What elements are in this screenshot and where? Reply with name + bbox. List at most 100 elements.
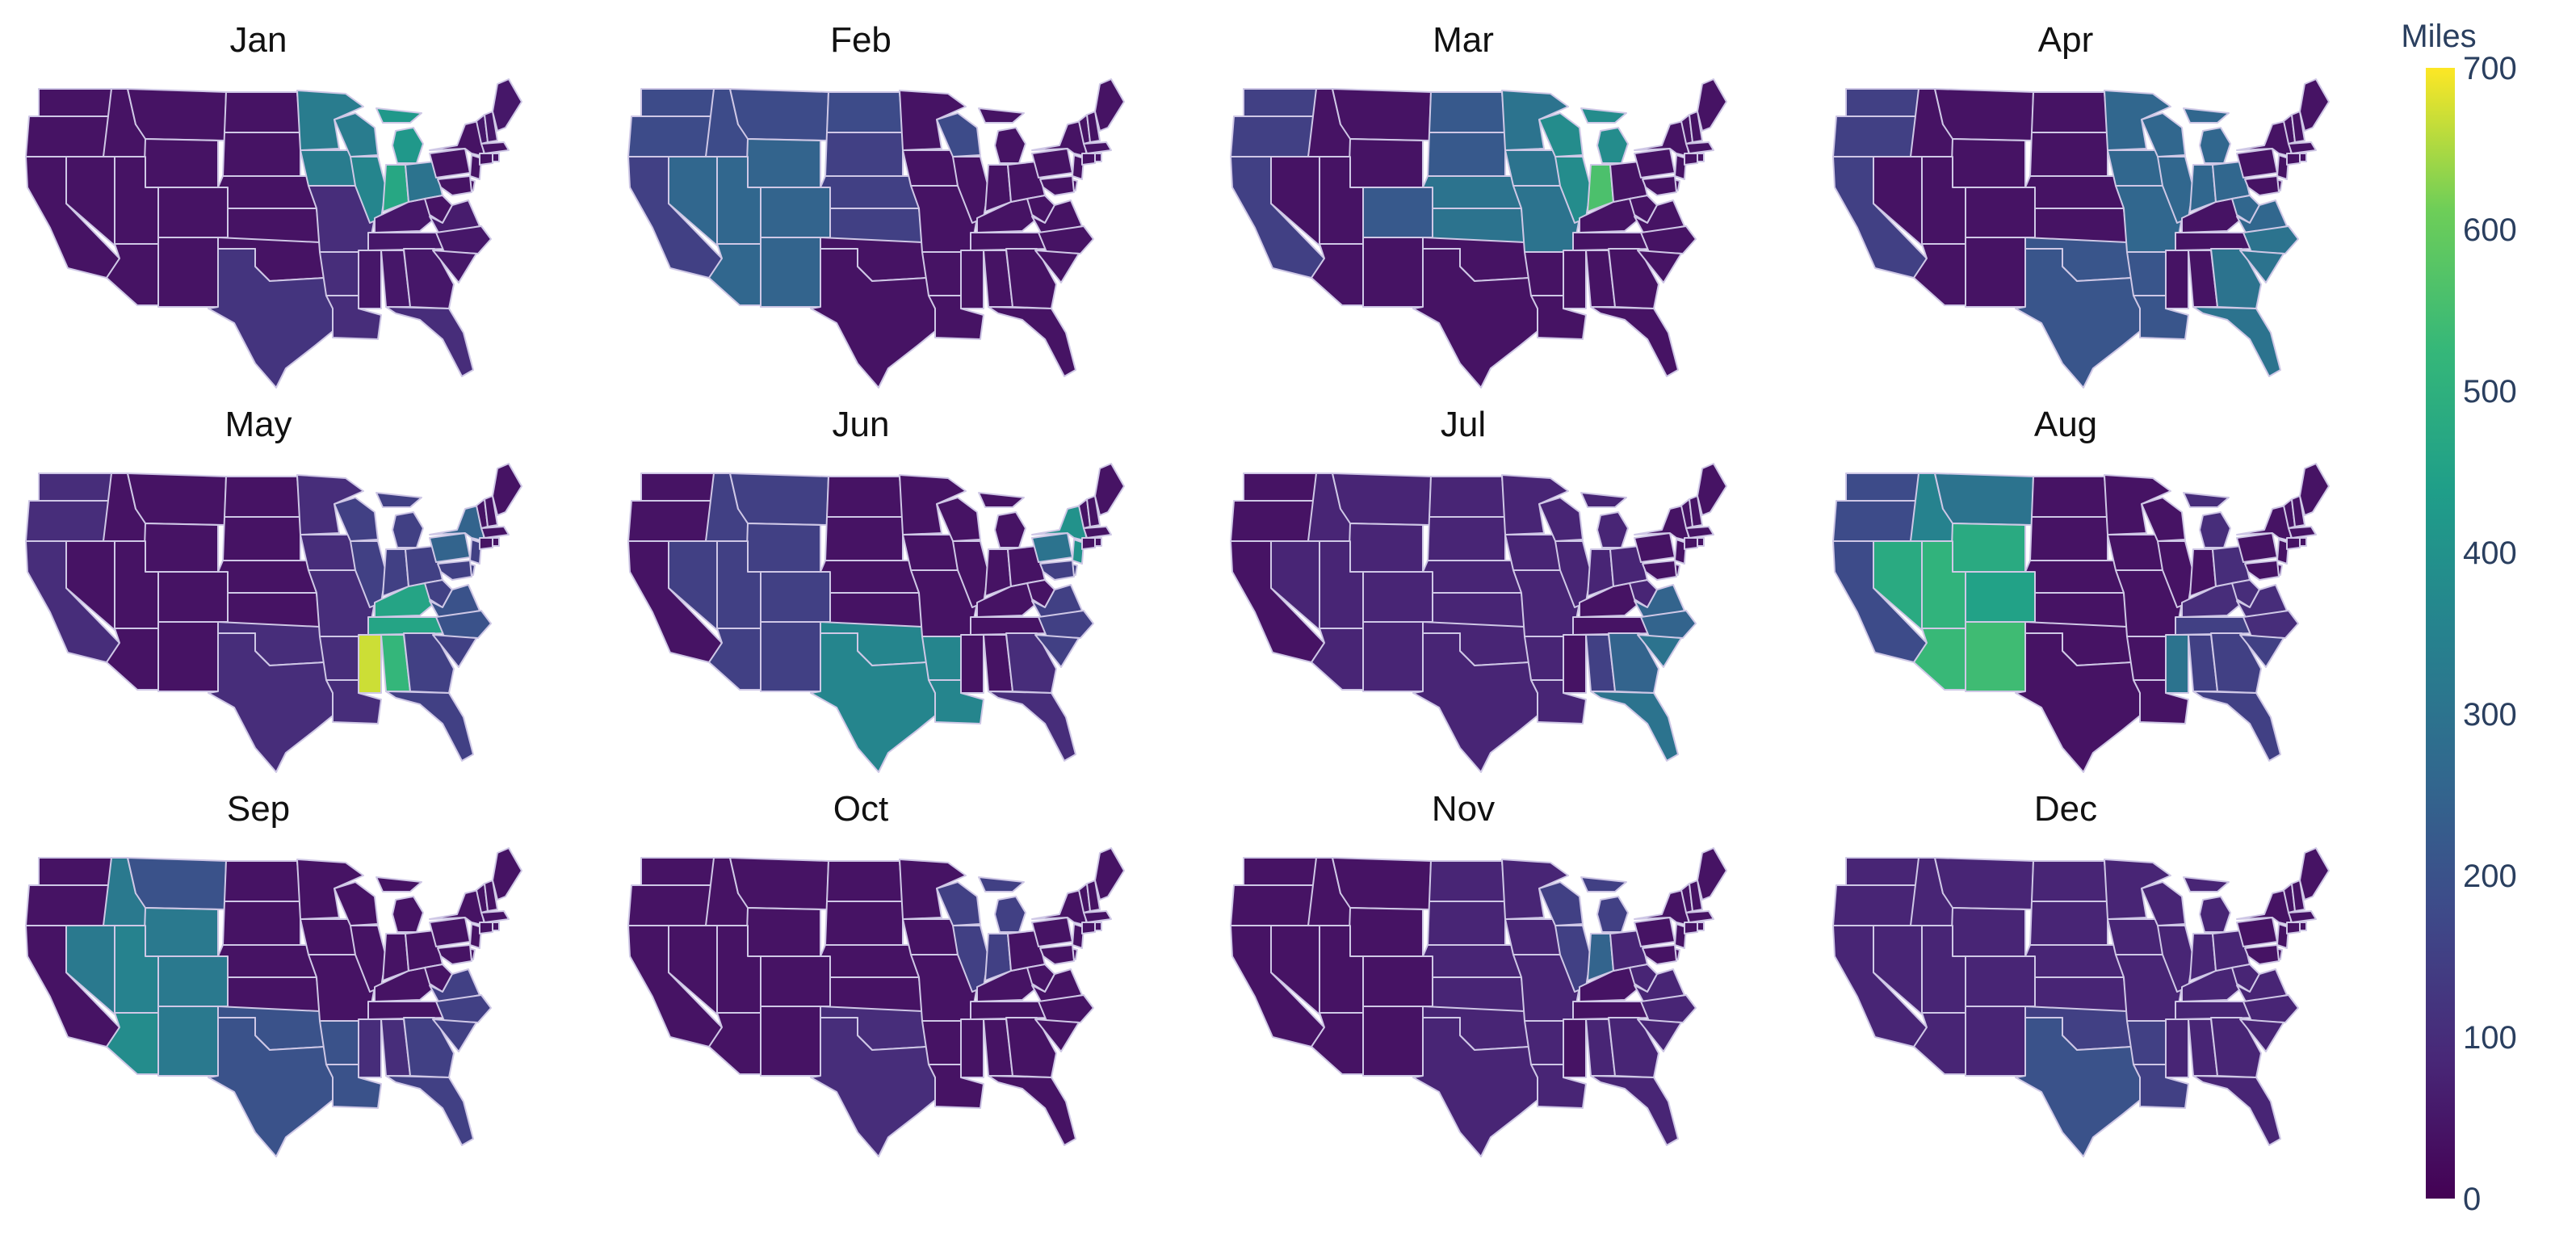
state-nj <box>2276 539 2289 565</box>
state-or <box>1230 500 1317 542</box>
map-panel-dec <box>1832 847 2330 1157</box>
state-ne <box>820 560 920 594</box>
state-nd <box>224 91 301 133</box>
state-wa <box>38 88 112 117</box>
state-sc <box>2239 1018 2284 1052</box>
state-tx <box>2015 248 2149 388</box>
state-ri <box>492 537 500 547</box>
state-ks <box>829 976 923 1012</box>
state-co <box>1362 955 1433 1007</box>
state-sd <box>2029 132 2108 177</box>
state-me <box>1697 78 1727 132</box>
state-co <box>760 955 831 1007</box>
state-nh <box>1689 880 1703 912</box>
state-tx <box>1412 248 1546 388</box>
state-or <box>1230 884 1317 926</box>
state-or <box>627 884 715 926</box>
state-ne <box>217 560 317 594</box>
state-mi-lower <box>2199 511 2231 548</box>
state-nm <box>157 621 219 692</box>
map-panel-mar <box>1230 78 1727 388</box>
state-ia <box>902 534 959 571</box>
state-nd <box>2031 91 2108 133</box>
state-nd <box>224 860 301 902</box>
state-wi <box>936 497 981 542</box>
state-mi <box>978 107 1025 124</box>
state-ne <box>1422 175 1522 209</box>
state-ma <box>1685 910 1714 923</box>
map-panels: Jan Feb Mar Apr May Jun Jul Aug Sep Oct Nov Dec <box>25 20 2330 1157</box>
state-mt <box>729 88 829 141</box>
state-mi-lower <box>2199 896 2231 933</box>
state-nc <box>2242 994 2299 1023</box>
state-wy <box>1348 907 1424 957</box>
state-sd <box>2029 516 2108 561</box>
state-sd <box>824 132 904 177</box>
state-co <box>1362 571 1433 623</box>
map-panel-jul <box>1230 463 1727 773</box>
state-fl <box>1590 1075 1679 1146</box>
state-ma <box>1083 526 1112 539</box>
state-ri <box>1697 537 1705 547</box>
colorbar-tick-500: 500 <box>2463 374 2517 409</box>
state-sc <box>1034 250 1080 283</box>
state-nh <box>1086 111 1101 143</box>
state-ms <box>358 1018 382 1078</box>
state-nh <box>2291 495 2305 527</box>
colorbar-tick-100: 100 <box>2463 1020 2517 1056</box>
state-wi <box>334 881 379 926</box>
state-ne <box>2024 560 2125 594</box>
state-or <box>25 884 112 926</box>
state-wa <box>1845 472 1919 502</box>
state-co <box>1965 571 2036 623</box>
state-wa <box>640 472 715 502</box>
panel-title-jul: Jul <box>1441 405 1486 444</box>
state-pa <box>2236 917 2278 947</box>
state-md <box>1642 944 1677 965</box>
state-wi <box>2141 881 2186 926</box>
colorbar-tick-0: 0 <box>2463 1182 2481 1217</box>
state-md <box>1039 944 1075 965</box>
colorbar: Miles 0 100 200 300 400 500 600 700 <box>2401 19 2516 1217</box>
state-nj <box>1072 539 1085 565</box>
state-ms <box>2165 250 2189 309</box>
state-nc <box>435 994 492 1023</box>
panel-title-nov: Nov <box>1432 789 1495 829</box>
state-tx <box>1412 1017 1546 1157</box>
state-co <box>157 187 229 238</box>
state-sc <box>1637 634 1682 668</box>
state-ri <box>2299 922 2307 931</box>
state-nd <box>826 476 904 518</box>
state-ks <box>2034 592 2128 628</box>
state-nm <box>760 621 821 692</box>
state-wy <box>143 907 219 957</box>
state-ms <box>358 250 382 309</box>
state-mt <box>127 88 227 141</box>
state-tx <box>810 632 944 773</box>
state-ne <box>820 944 920 978</box>
state-mi-lower <box>994 896 1026 933</box>
state-ct <box>2286 153 2301 166</box>
state-fl <box>988 691 1076 762</box>
state-nj <box>1072 923 1085 949</box>
state-fl <box>988 1075 1076 1146</box>
state-sd <box>1427 516 1506 561</box>
state-or <box>25 115 112 157</box>
state-ne <box>2024 175 2125 209</box>
state-or <box>627 500 715 542</box>
state-pa <box>2236 148 2278 178</box>
state-mt <box>1934 88 2034 141</box>
state-pa <box>2236 532 2278 563</box>
state-pa <box>1634 917 1676 947</box>
state-ma <box>480 526 510 539</box>
state-mi-lower <box>994 511 1026 548</box>
state-fl <box>385 1075 474 1146</box>
state-mi <box>978 492 1025 508</box>
state-or <box>627 115 715 157</box>
state-ct <box>1684 153 1698 166</box>
state-wi <box>1538 112 1584 157</box>
state-wa <box>640 88 715 117</box>
map-panel-sep <box>25 847 522 1157</box>
state-ia <box>902 918 959 955</box>
